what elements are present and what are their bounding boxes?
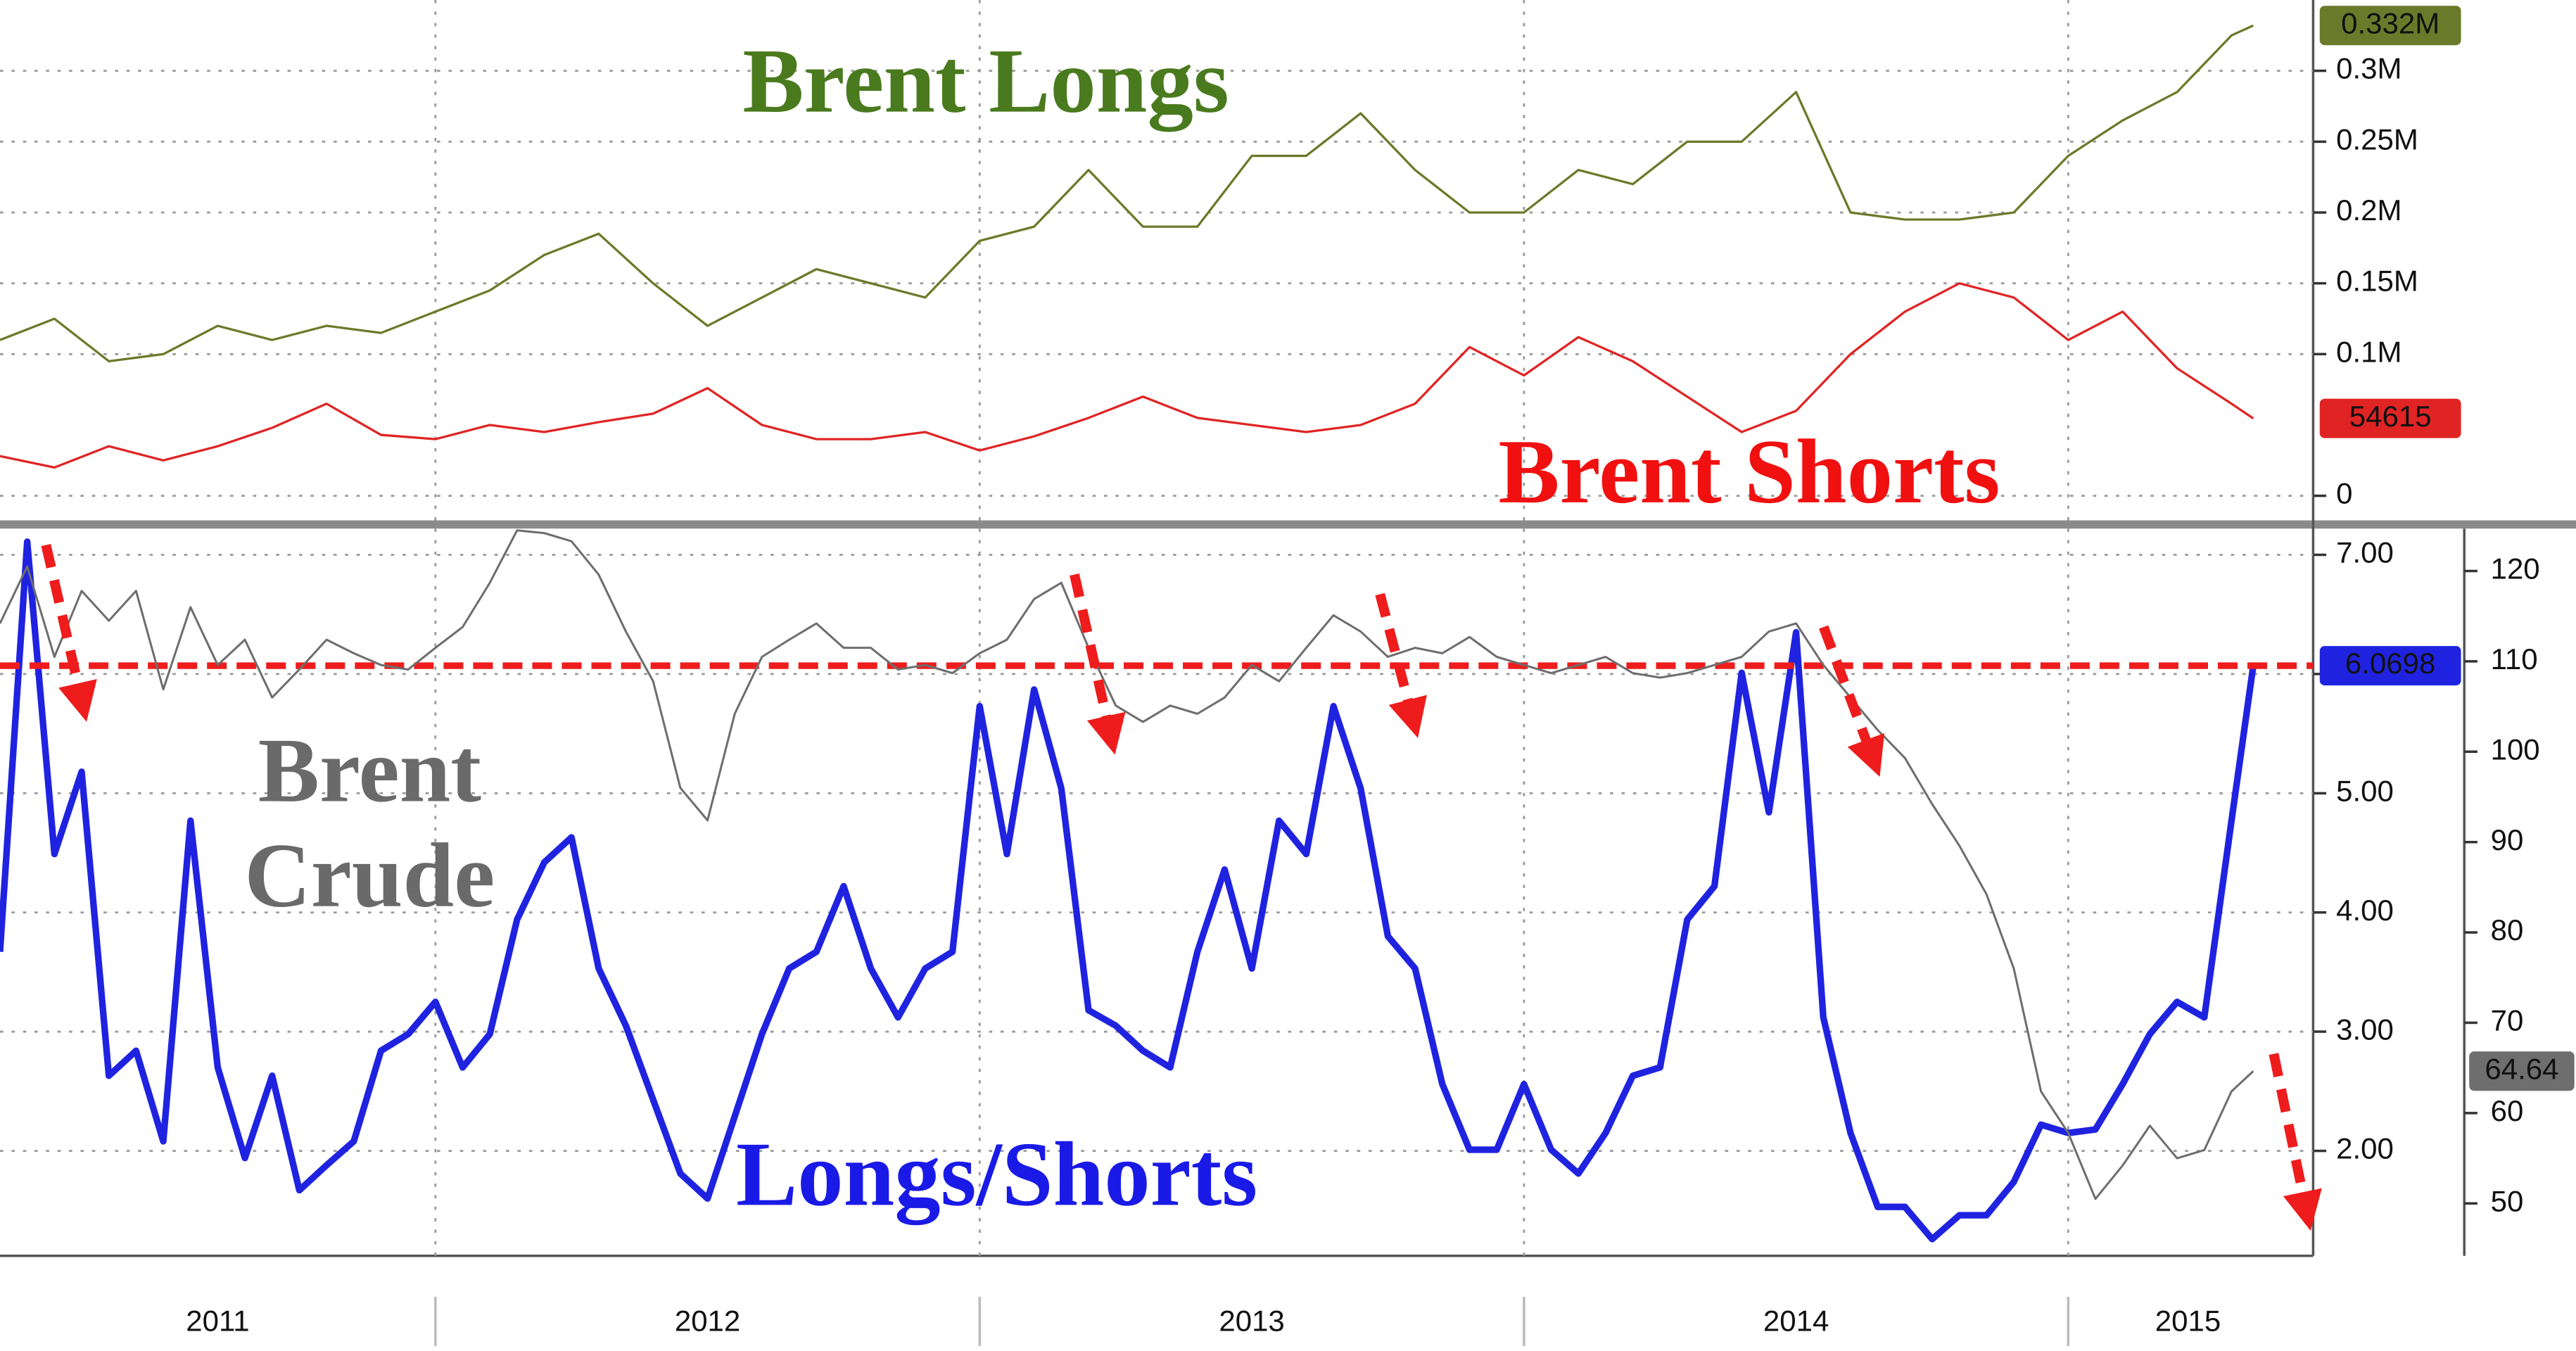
x-tick-label: 2011 xyxy=(186,1304,249,1337)
series-name-box: Brent Longs xyxy=(742,31,1229,133)
y-tick-label: 5.00 xyxy=(2336,774,2394,807)
series-line xyxy=(0,24,2254,362)
last-value-box xyxy=(2319,646,2461,686)
series-name: Brent Longs xyxy=(742,31,1229,133)
x-tick-label: 2013 xyxy=(1219,1304,1284,1337)
arrows xyxy=(41,543,2322,1231)
last-value-label: 54615 xyxy=(2349,400,2432,433)
y2-tick-label: 70 xyxy=(2491,1004,2524,1037)
last-value-label: 64.64 xyxy=(2485,1052,2558,1085)
y2-tick-label: 110 xyxy=(2491,642,2538,676)
y-tick-label: 3.00 xyxy=(2336,1013,2394,1046)
series-name: Brent Crude xyxy=(244,721,495,928)
y2-tick-label: 50 xyxy=(2491,1184,2524,1217)
series-line xyxy=(0,282,2254,469)
y-tick-label: 0 xyxy=(2336,477,2352,510)
y-tick-label: 0.2M xyxy=(2336,194,2401,227)
y2-tick-label: 80 xyxy=(2491,913,2524,946)
y-tick-label: 0.25M xyxy=(2336,122,2418,156)
last-value-label: 6.0698 xyxy=(2345,647,2436,680)
y-tick-label: 7.00 xyxy=(2336,536,2394,569)
series-name: Brent Shorts xyxy=(1498,421,2000,524)
series-name-box: Brent Shorts xyxy=(1498,421,2000,524)
arrow xyxy=(1819,625,1885,778)
series-name-box: Longs/Shorts xyxy=(736,1124,1258,1226)
labels: 0 0.1M 0.15M 0.2M 0.25M 0.3M 0.332M Brent Longs… xyxy=(186,6,2575,1337)
x-tick-label: 2015 xyxy=(2155,1304,2221,1337)
last-value-label: 0.332M xyxy=(2341,6,2439,39)
y2-tick-label: 100 xyxy=(2491,732,2540,766)
last-value-box xyxy=(2469,1051,2575,1091)
arrow xyxy=(1375,592,1427,738)
arrow xyxy=(1070,573,1126,755)
series-name: Longs/Shorts xyxy=(736,1124,1258,1226)
panel-divider xyxy=(0,520,2576,529)
arrow xyxy=(2269,1053,2322,1231)
series-line xyxy=(0,538,2257,1243)
y2-tick-label: 90 xyxy=(2491,823,2524,856)
x-tick-label: 2012 xyxy=(675,1304,740,1337)
last-value-box xyxy=(2319,6,2461,46)
y-tick-label: 0.3M xyxy=(2336,52,2401,85)
grid xyxy=(0,0,2477,1347)
y2-tick-label: 120 xyxy=(2491,552,2540,585)
y-tick-label: 0.1M xyxy=(2336,335,2401,368)
arrow xyxy=(41,543,97,722)
y-tick-label: 0.15M xyxy=(2336,265,2418,298)
x-tick-label: 2014 xyxy=(1763,1304,1829,1337)
y-tick-label: 2.00 xyxy=(2336,1132,2394,1165)
series-name-box: Brent Crude xyxy=(244,721,495,928)
y2-tick-label: 60 xyxy=(2491,1094,2524,1127)
last-value-box xyxy=(2319,398,2461,438)
y-tick-label: 4.00 xyxy=(2336,894,2394,927)
